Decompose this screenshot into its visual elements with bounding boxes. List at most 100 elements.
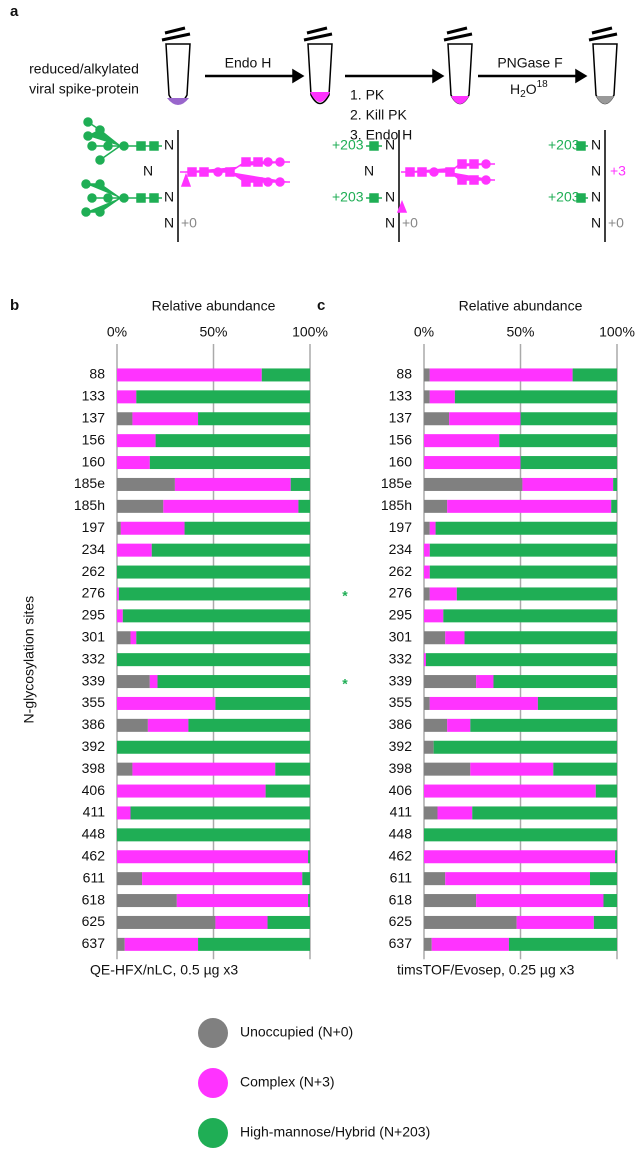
legend-label: High-mannose/Hybrid (N+203) — [240, 1124, 430, 1140]
bar-segment — [508, 937, 617, 951]
y-tick-label: 406 — [82, 782, 106, 798]
x-tick-label: 100% — [292, 324, 328, 340]
y-tick-label: 392 — [82, 738, 106, 754]
bar-segment — [155, 434, 310, 448]
y-tick-label: 88 — [396, 366, 412, 382]
bar-segment — [198, 937, 310, 951]
site: N — [164, 137, 174, 153]
bar-segment — [117, 850, 309, 864]
bar-segment — [424, 894, 477, 908]
bar-segment — [117, 631, 131, 645]
bar-segment — [445, 872, 590, 886]
mass: +203 — [332, 137, 364, 153]
bar-segment — [464, 631, 617, 645]
bar-segment — [117, 368, 262, 382]
y-tick-label: 185e — [74, 475, 105, 491]
y-tick-label: 185h — [381, 497, 412, 513]
bar-segment — [118, 587, 311, 601]
bar-segment — [429, 587, 457, 601]
bar-segment — [117, 806, 131, 820]
bar-segment — [117, 587, 119, 601]
bar-segment — [124, 937, 199, 951]
panel-a: a reduced/alkylated viral spike-protein … — [10, 3, 626, 242]
bar-segment — [163, 499, 299, 513]
legend-swatch — [198, 1118, 228, 1148]
y-tick-label: 133 — [82, 388, 106, 404]
mass: +3 — [610, 163, 626, 179]
bar-segment — [425, 653, 617, 667]
tube — [443, 26, 473, 105]
step-label: Endo H — [225, 55, 272, 71]
bar-segment — [188, 718, 310, 732]
y-tick-label: 276 — [389, 585, 413, 601]
mass: +0 — [402, 215, 418, 231]
step-label: 2. Kill PK — [350, 107, 407, 123]
glycan — [180, 157, 495, 213]
bar-segment — [308, 850, 310, 864]
y-tick-label: 355 — [389, 694, 413, 710]
reagent: H2O18 — [510, 79, 548, 100]
y-tick-label: 618 — [389, 891, 413, 907]
bar-segment — [429, 368, 573, 382]
legend-label: Complex (N+3) — [240, 1074, 335, 1090]
bar-segment — [424, 915, 517, 929]
y-tick-label: 197 — [389, 519, 413, 535]
y-tick-label: 462 — [82, 847, 106, 863]
bar-segment — [424, 565, 430, 579]
site: N — [385, 189, 395, 205]
y-tick-label: 611 — [83, 869, 106, 885]
bar-segment — [117, 565, 310, 579]
y-tick-label: 301 — [389, 628, 413, 644]
y-tick-label: 637 — [82, 935, 106, 951]
bar-segment — [433, 740, 617, 754]
bar-segment — [117, 390, 137, 404]
legend-swatch — [198, 1018, 228, 1048]
bar-segment — [117, 412, 133, 426]
y-tick-label: 406 — [389, 782, 413, 798]
site: N — [364, 163, 374, 179]
y-tick-label: 185e — [381, 475, 412, 491]
bar-segment — [424, 412, 450, 426]
y-tick-label: 448 — [389, 826, 413, 842]
y-tick-label: 386 — [82, 716, 106, 732]
y-tick-label: 185h — [74, 497, 105, 513]
y-tick-label: 276 — [82, 585, 106, 601]
bar-segment — [424, 850, 616, 864]
y-tick-label: 160 — [389, 453, 413, 469]
bar-segment — [424, 456, 521, 470]
bar-segment — [424, 499, 448, 513]
bar-segment — [589, 872, 617, 886]
y-tick-label: 262 — [82, 563, 106, 579]
y-tick-label: 462 — [389, 847, 413, 863]
bar-segment — [136, 390, 310, 404]
axis-title: Relative abundance — [152, 298, 276, 314]
x-tick-label: 100% — [599, 324, 635, 340]
panel-label: a — [10, 3, 19, 20]
mass: +203 — [548, 137, 580, 153]
caption: timsTOF/Evosep, 0.25 µg x3 — [397, 962, 575, 978]
bar-segment — [117, 456, 150, 470]
bar-segment — [424, 828, 617, 842]
bar-segment — [437, 806, 473, 820]
bar-segment — [447, 499, 612, 513]
bar-segment — [424, 806, 438, 820]
y-tick-label: 332 — [82, 650, 106, 666]
bar-segment — [117, 434, 156, 448]
y-tick-label: 197 — [82, 519, 106, 535]
legend-swatch — [198, 1068, 228, 1098]
bar-segment — [136, 631, 310, 645]
mass: +203 — [332, 189, 364, 205]
y-tick-label: 411 — [390, 804, 413, 820]
bar-segment — [593, 915, 617, 929]
bar-segment — [149, 675, 158, 689]
bar-segment — [215, 696, 310, 710]
bar-segment — [595, 784, 617, 798]
bar-segment — [117, 828, 310, 842]
y-tick-label: 262 — [389, 563, 413, 579]
tube — [303, 26, 333, 105]
y-tick-label: 137 — [389, 409, 413, 425]
bar-segment — [117, 937, 125, 951]
bar-segment — [215, 915, 268, 929]
bar-segment — [615, 850, 617, 864]
